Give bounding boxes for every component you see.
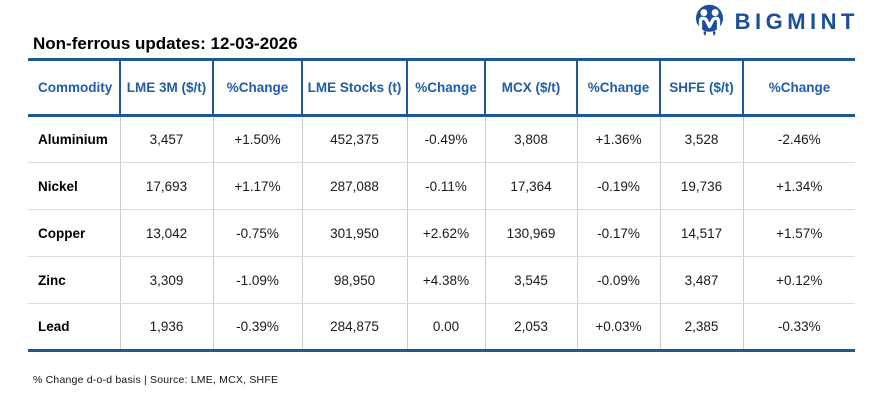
lme-3m-change: +1.50% — [212, 115, 302, 163]
lme-stocks-value: 301,950 — [301, 209, 407, 257]
lme-3m-change: +1.17% — [212, 162, 302, 210]
mcx-value: 3,808 — [484, 115, 577, 163]
lme-stocks-change: 0.00 — [406, 303, 485, 352]
commodity-name: Lead — [28, 303, 120, 352]
shfe-value: 2,385 — [659, 303, 743, 352]
lme-3m-change: -1.09% — [212, 256, 302, 304]
col-header-lme-stocks-change: %Change — [406, 59, 485, 117]
col-header-lme-3m: LME 3M ($/t) — [119, 59, 213, 117]
lme-stocks-value: 452,375 — [301, 115, 407, 163]
shfe-value: 19,736 — [659, 162, 743, 210]
lme-stocks-change: -0.49% — [406, 115, 485, 163]
shfe-value: 3,528 — [659, 115, 743, 163]
col-header-lme-3m-change: %Change — [212, 59, 302, 117]
commodity-name: Nickel — [28, 162, 120, 210]
shfe-change: -0.33% — [742, 303, 855, 352]
col-header-mcx-change: %Change — [576, 59, 660, 117]
lme-stocks-change: +2.62% — [406, 209, 485, 257]
col-header-lme-stocks: LME Stocks (t) — [301, 59, 407, 117]
header-row: Commodity LME 3M ($/t) %Change LME Stock… — [28, 59, 855, 117]
brand-logo: BIGMINT — [693, 3, 859, 41]
mcx-value: 2,053 — [484, 303, 577, 352]
shfe-value: 3,487 — [659, 256, 743, 304]
col-header-shfe-change: %Change — [742, 59, 855, 117]
table-row-aluminium: Aluminium 3,457 +1.50% 452,375 -0.49% 3,… — [28, 115, 855, 163]
lme-stocks-change: +4.38% — [406, 256, 485, 304]
col-header-shfe: SHFE ($/t) — [659, 59, 743, 117]
mcx-value: 130,969 — [484, 209, 577, 257]
source-note: % Change d-o-d basis | Source: LME, MCX,… — [33, 374, 279, 386]
mcx-value: 17,364 — [484, 162, 577, 210]
mcx-change: +0.03% — [576, 303, 660, 352]
lme-3m-value: 3,457 — [119, 115, 213, 163]
col-header-commodity: Commodity — [28, 59, 120, 117]
lme-3m-value: 3,309 — [119, 256, 213, 304]
table-row-lead: Lead 1,936 -0.39% 284,875 0.00 2,053 +0.… — [28, 303, 855, 352]
lme-3m-value: 13,042 — [119, 209, 213, 257]
page-title: Non-ferrous updates: 12-03-2026 — [33, 34, 298, 53]
brand-name: BIGMINT — [734, 9, 859, 34]
commodity-name: Zinc — [28, 256, 120, 304]
mcx-change: -0.17% — [576, 209, 660, 257]
table-row-zinc: Zinc 3,309 -1.09% 98,950 +4.38% 3,545 -0… — [28, 256, 855, 304]
shfe-value: 14,517 — [659, 209, 743, 257]
mcx-change: -0.19% — [576, 162, 660, 210]
lme-stocks-change: -0.11% — [406, 162, 485, 210]
lme-3m-value: 17,693 — [119, 162, 213, 210]
shfe-change: -2.46% — [742, 115, 855, 163]
lme-3m-value: 1,936 — [119, 303, 213, 352]
table-row-copper: Copper 13,042 -0.75% 301,950 +2.62% 130,… — [28, 209, 855, 257]
mcx-change: -0.09% — [576, 256, 660, 304]
mcx-change: +1.36% — [576, 115, 660, 163]
lme-stocks-value: 287,088 — [301, 162, 407, 210]
lme-3m-change: -0.39% — [212, 303, 302, 352]
shfe-change: +1.34% — [742, 162, 855, 210]
mcx-value: 3,545 — [484, 256, 577, 304]
col-header-mcx: MCX ($/t) — [484, 59, 577, 117]
shfe-change: +0.12% — [742, 256, 855, 304]
lme-stocks-value: 284,875 — [301, 303, 407, 352]
shfe-change: +1.57% — [742, 209, 855, 257]
commodity-name: Copper — [28, 209, 120, 257]
lme-3m-change: -0.75% — [212, 209, 302, 257]
bigmint-people-m-icon — [693, 3, 726, 41]
commodity-name: Aluminium — [28, 115, 120, 163]
commodity-table: Commodity LME 3M ($/t) %Change LME Stock… — [28, 58, 855, 352]
table-row-nickel: Nickel 17,693 +1.17% 287,088 -0.11% 17,3… — [28, 162, 855, 210]
lme-stocks-value: 98,950 — [301, 256, 407, 304]
